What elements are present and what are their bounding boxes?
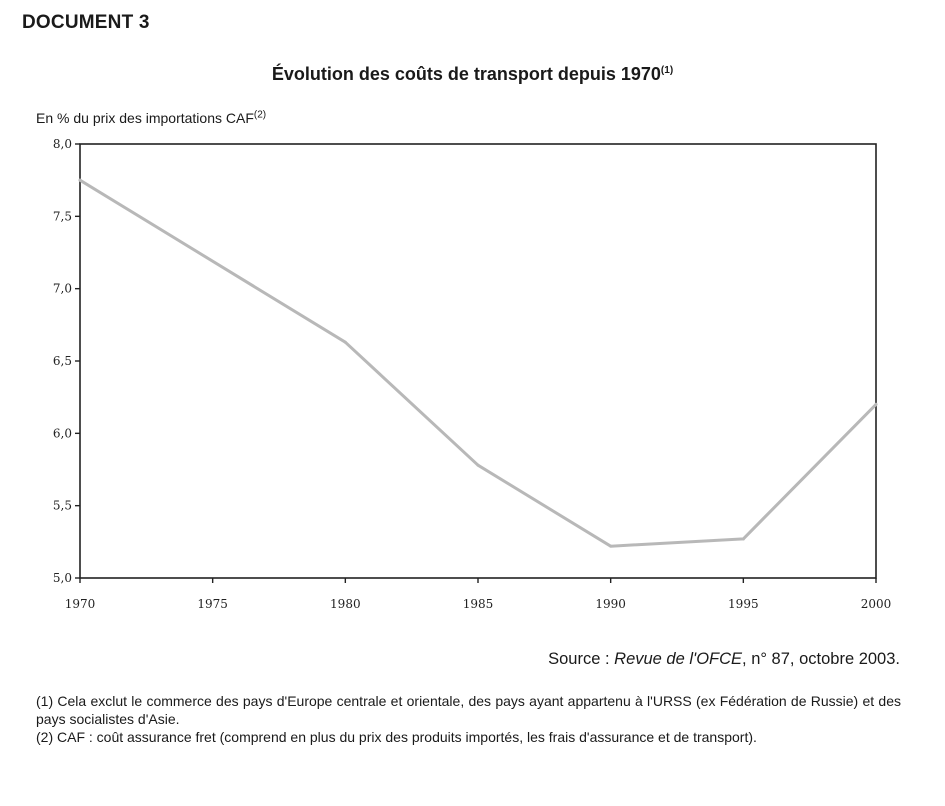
x-tick-label: 1970 bbox=[65, 597, 96, 611]
y-axis-unit-text: En % du prix des importations CAF bbox=[36, 110, 254, 126]
data-point bbox=[343, 340, 347, 344]
x-tick-label: 1975 bbox=[197, 597, 228, 611]
x-tick-label: 1980 bbox=[330, 597, 361, 611]
y-tick-label: 7,0 bbox=[53, 282, 72, 296]
x-tick-label: 2000 bbox=[861, 597, 892, 611]
y-tick-label: 8,0 bbox=[53, 137, 72, 151]
y-axis-unit-note-ref: (2) bbox=[253, 109, 267, 121]
source-citation: Source : Revue de l'OFCE, n° 87, octobre… bbox=[548, 650, 900, 669]
chart-title-text: Évolution des coûts de transport depuis … bbox=[271, 64, 661, 84]
source-publication: Revue de l'OFCE bbox=[614, 650, 743, 668]
line-chart: 5,0 5,5 6,0 6,5 7,0 7,5 8,0 1970 1975 1980 1985 199… bbox=[53, 137, 892, 611]
y-tick-label: 6,0 bbox=[53, 426, 72, 440]
y-tick-label: 7,5 bbox=[53, 209, 72, 223]
source-prefix: Source : bbox=[548, 650, 615, 668]
document-label: DOCUMENT 3 bbox=[22, 12, 150, 33]
x-tick-label: 1985 bbox=[463, 597, 494, 611]
chart-title: Évolution des coûts de transport depuis … bbox=[0, 64, 945, 85]
chart-title-note-ref: (1) bbox=[660, 65, 674, 76]
series-line bbox=[78, 178, 878, 548]
y-tick-label: 5,5 bbox=[53, 499, 72, 513]
footnotes: (1) Cela exclut le commerce des pays d'E… bbox=[36, 692, 901, 746]
data-point bbox=[741, 537, 745, 541]
data-point bbox=[874, 402, 878, 406]
y-tick-label: 6,5 bbox=[53, 354, 72, 368]
x-tick-label: 1995 bbox=[728, 597, 759, 611]
footnote-1: (1) Cela exclut le commerce des pays d'E… bbox=[36, 693, 901, 727]
source-suffix: , n° 87, octobre 2003. bbox=[742, 650, 900, 668]
x-tick-label: 1990 bbox=[595, 597, 626, 611]
data-point bbox=[609, 544, 613, 548]
data-point bbox=[476, 463, 480, 467]
plot-frame bbox=[79, 143, 877, 579]
y-axis-unit-label: En % du prix des importations CAF(2) bbox=[36, 110, 266, 126]
y-tick-label: 5,0 bbox=[53, 571, 72, 585]
footnote-2: (2) CAF : coût assurance fret (comprend … bbox=[36, 729, 757, 745]
data-point bbox=[78, 178, 82, 182]
